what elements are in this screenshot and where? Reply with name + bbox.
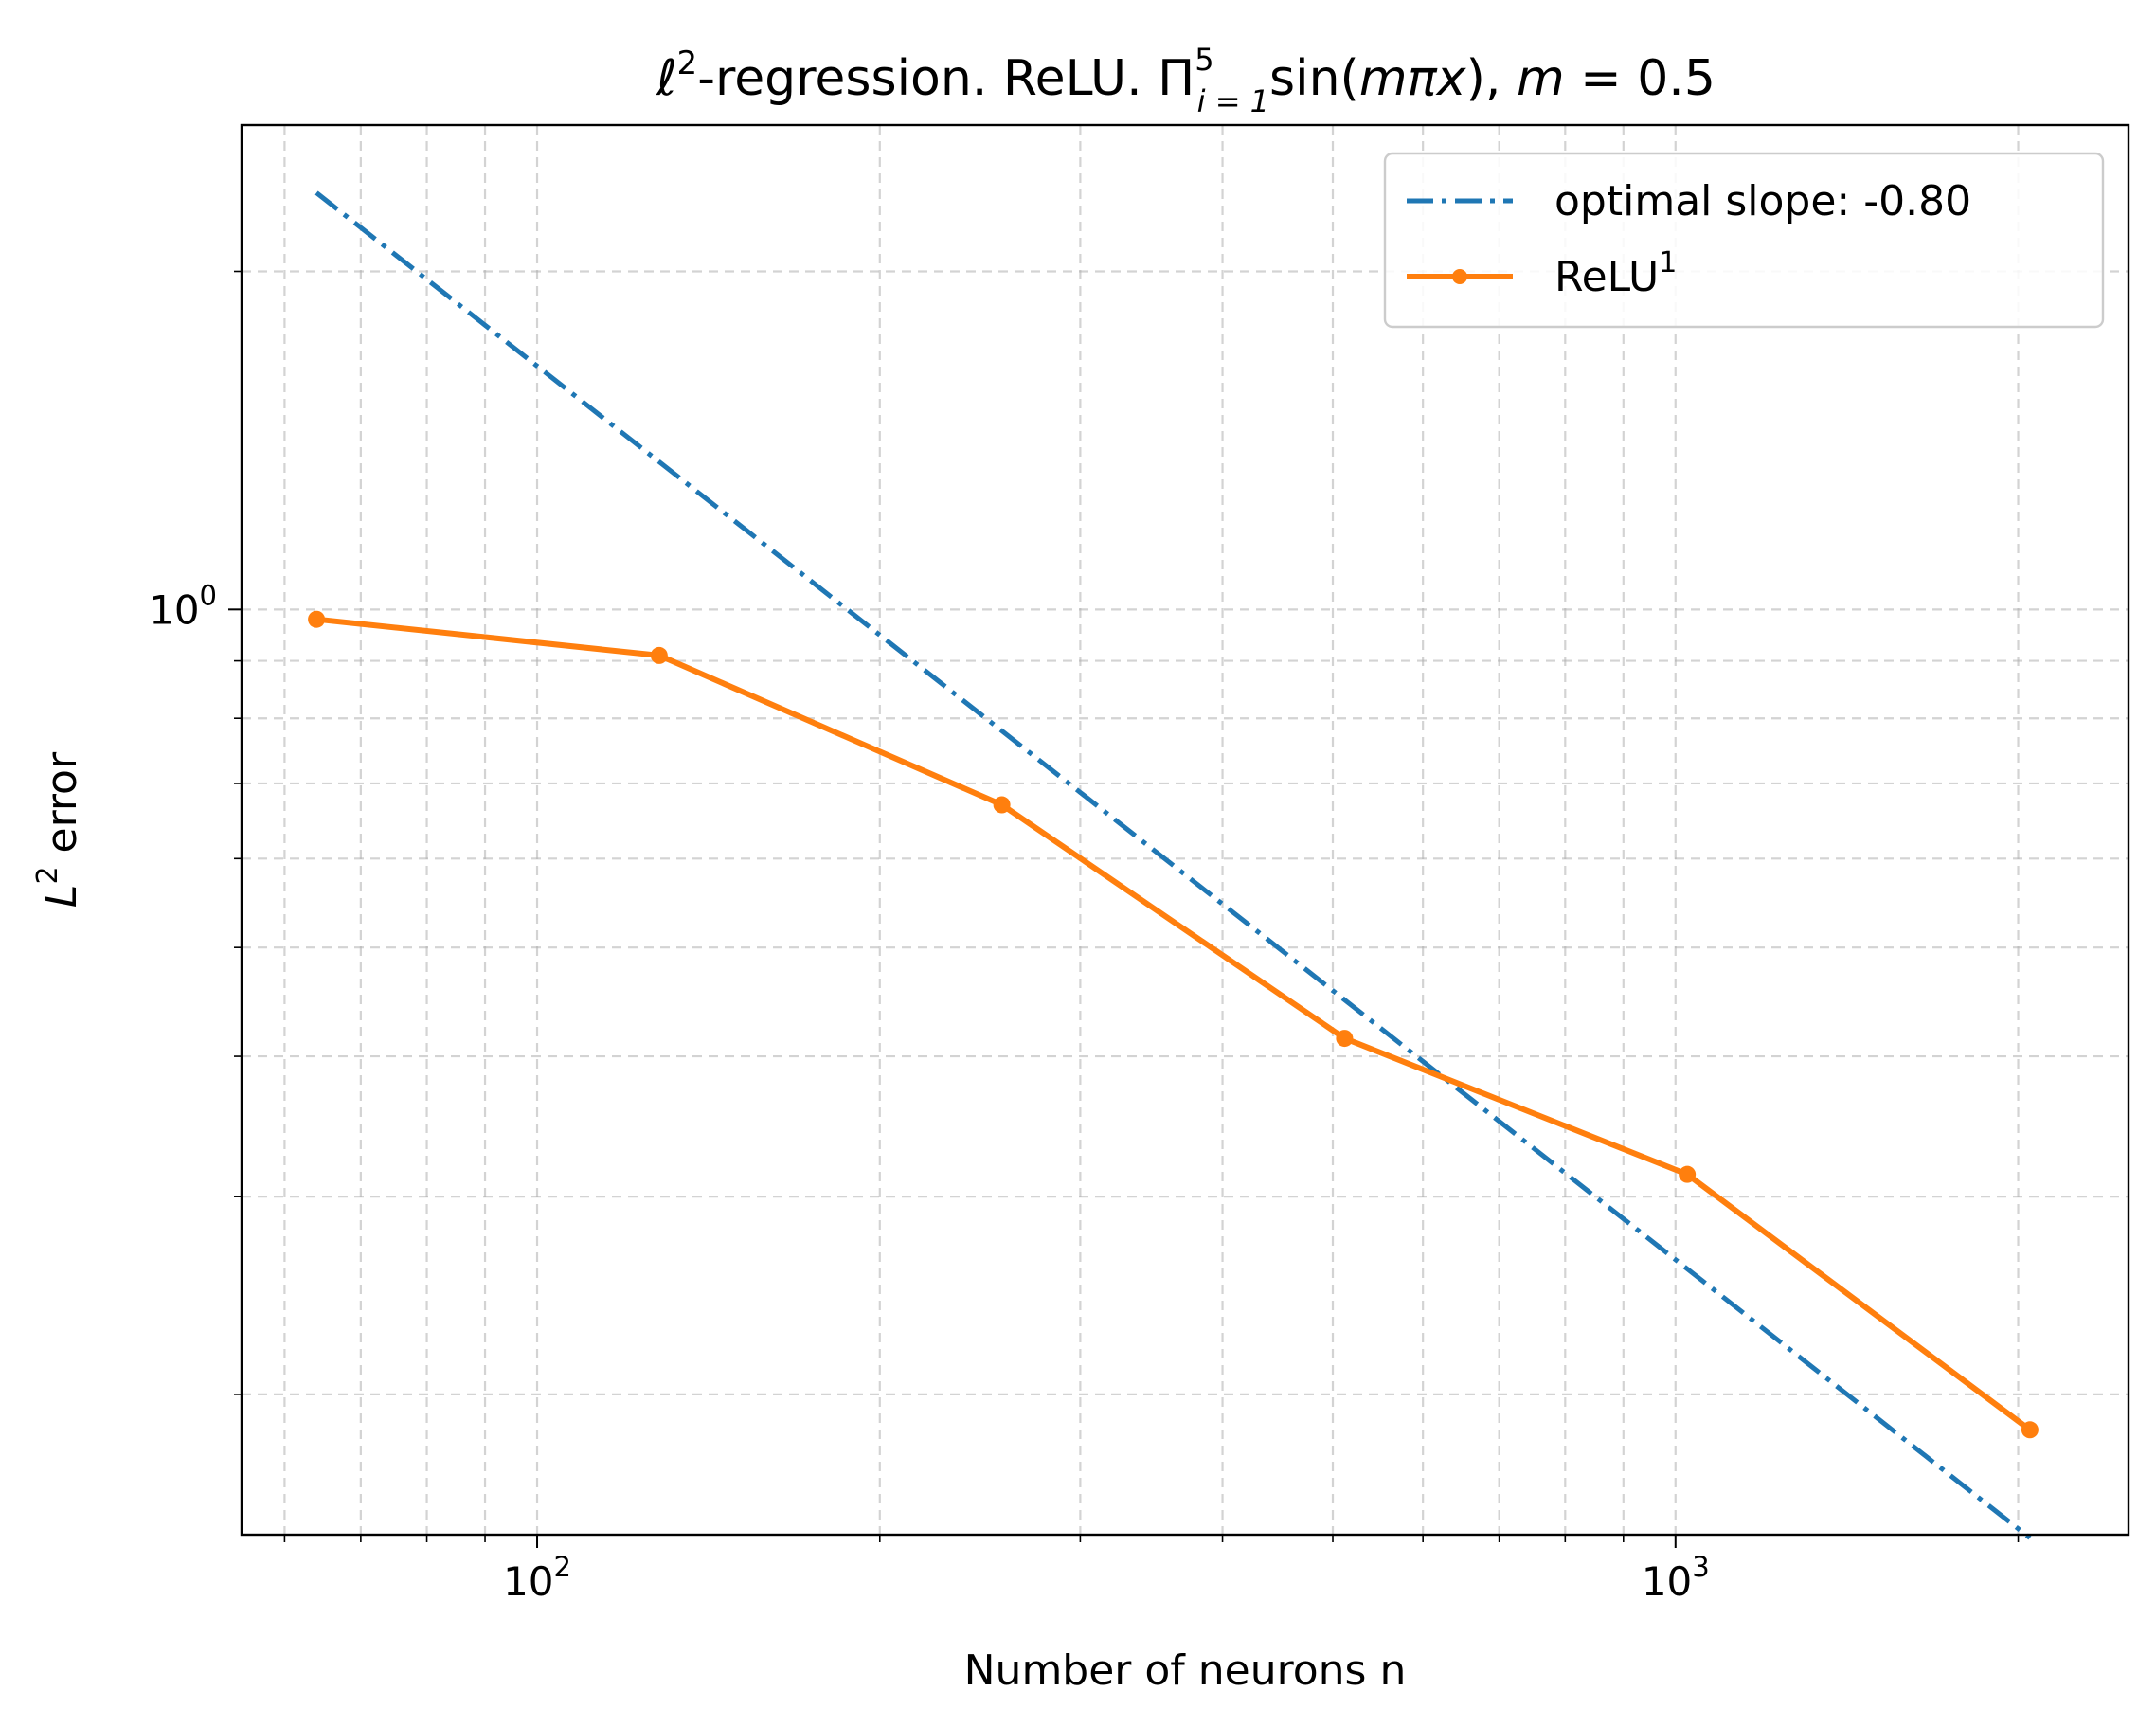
- legend-box: [1383, 152, 2105, 329]
- data-point-relu: [2021, 1421, 2039, 1439]
- legend: optimal slope: -0.80 ReLU1: [1383, 152, 2105, 329]
- data-point-relu: [1336, 1030, 1354, 1048]
- series-layer: [308, 190, 2039, 1540]
- y-tick-label: 100: [149, 579, 217, 633]
- x-tick-label: 102: [503, 1551, 571, 1605]
- series-line-relu: [315, 616, 2032, 1432]
- ticks: 102 103 100: [149, 270, 2020, 1605]
- x-axis-label: Number of neurons n: [964, 1646, 1407, 1695]
- legend-label-relu: ReLU1: [1554, 246, 1677, 301]
- legend-marker-relu: [1452, 269, 1467, 284]
- grid: [242, 125, 2129, 1535]
- y-axis-label: L2 error: [31, 751, 86, 908]
- chart-title: ℓ2-regression. ReLU. Π5 i = 1sin(mπx), m …: [656, 42, 1716, 119]
- series-line-optimal-slope: [314, 190, 2032, 1540]
- data-point-relu: [650, 646, 668, 664]
- data-point-relu: [308, 610, 326, 628]
- x-tick-label: 103: [1642, 1551, 1710, 1605]
- plot-frame: [240, 123, 2130, 1537]
- data-point-relu: [993, 796, 1011, 814]
- legend-label-optimal-slope: optimal slope: -0.80: [1554, 177, 1971, 225]
- data-point-relu: [1679, 1165, 1697, 1183]
